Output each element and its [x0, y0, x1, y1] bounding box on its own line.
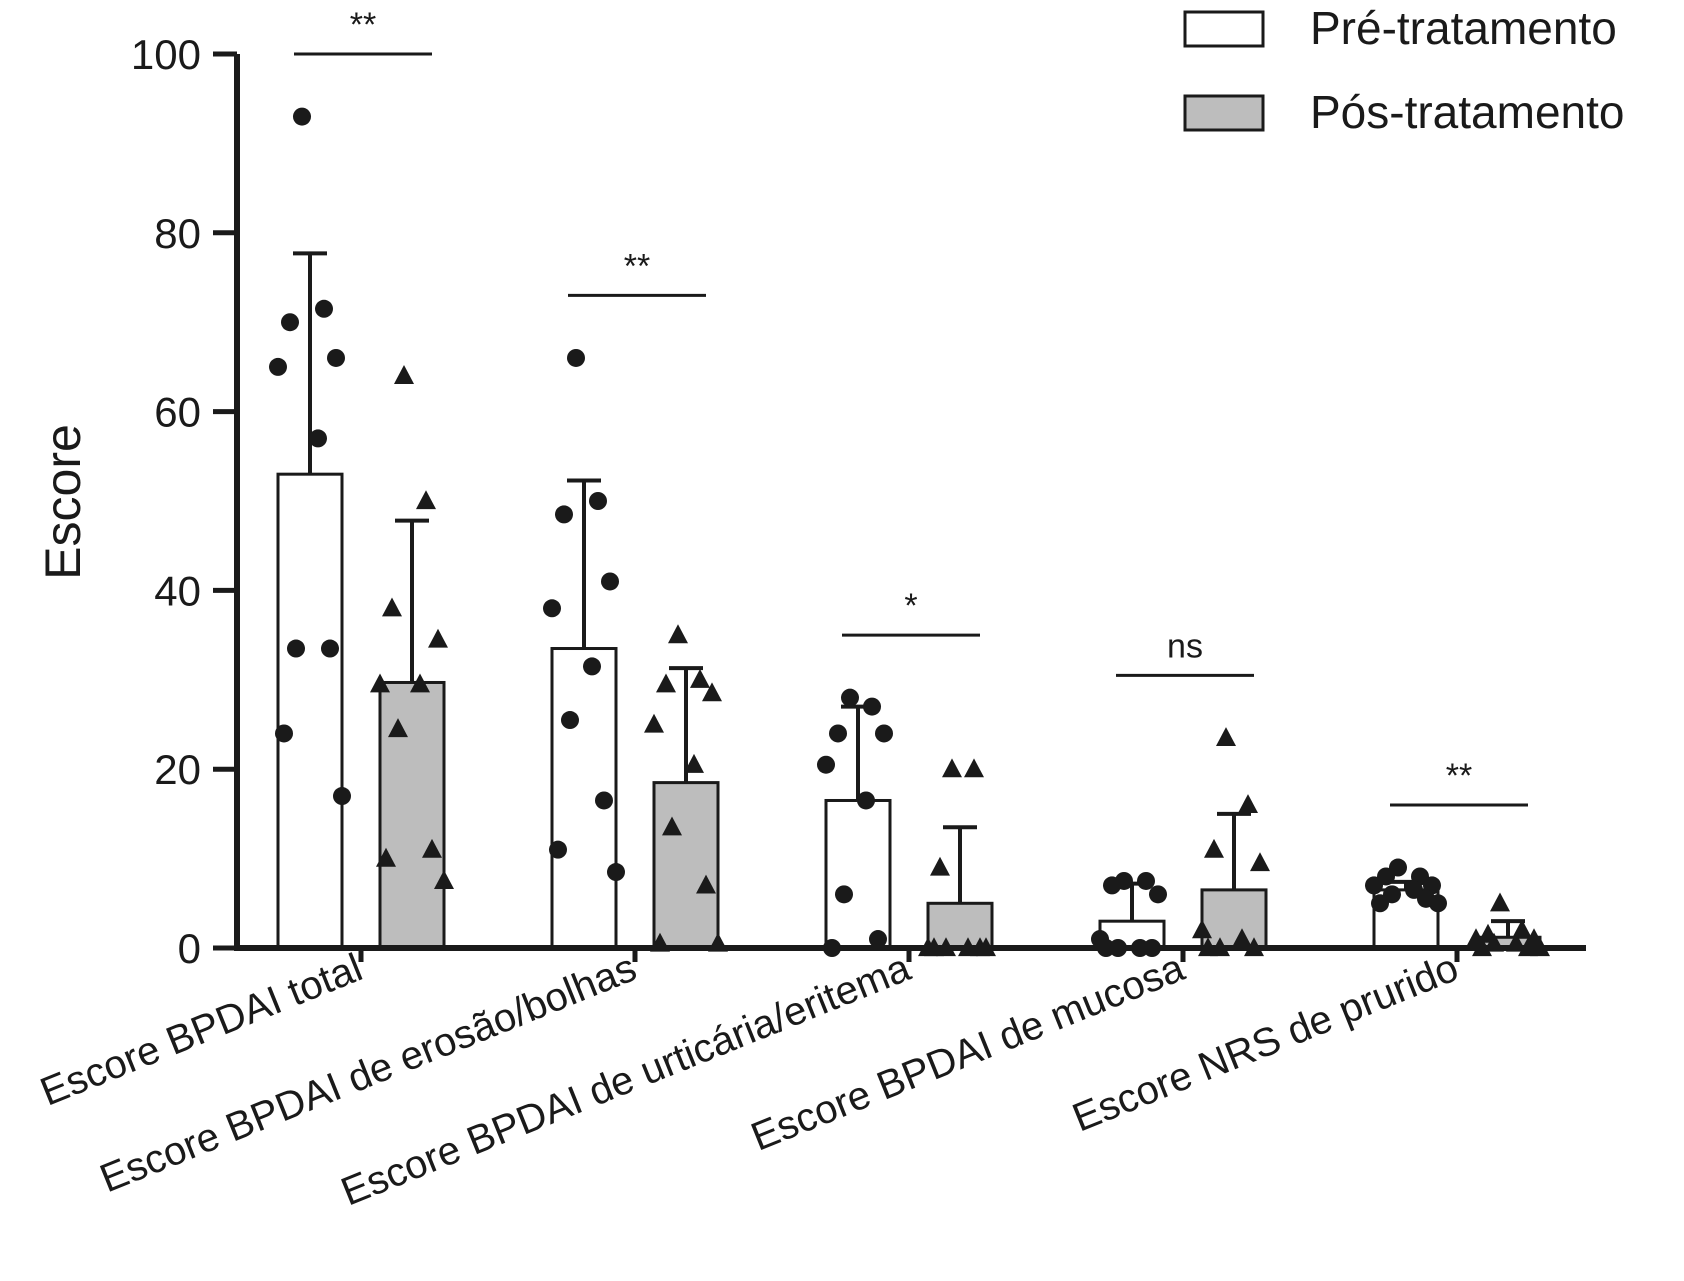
data-point — [370, 673, 390, 693]
significance-markers: *****ns** — [294, 6, 1528, 807]
legend-label: Pós-tratamento — [1310, 86, 1624, 138]
data-points — [269, 107, 1550, 957]
data-point — [287, 639, 305, 658]
data-point — [1512, 919, 1532, 939]
data-point — [567, 348, 585, 367]
significance-label: * — [904, 587, 917, 625]
data-point — [964, 758, 984, 778]
data-point — [942, 758, 962, 778]
data-point — [875, 724, 893, 743]
data-point — [293, 107, 311, 126]
data-point — [428, 628, 448, 648]
data-point — [1216, 727, 1236, 747]
data-point — [281, 313, 299, 332]
data-point — [841, 688, 859, 707]
y-tick-label: 80 — [154, 210, 201, 257]
data-point — [388, 718, 408, 738]
legend-swatch — [1183, 94, 1265, 132]
bar — [276, 472, 344, 950]
data-point — [595, 791, 613, 810]
data-point — [835, 885, 853, 904]
data-point — [817, 755, 835, 774]
data-point — [315, 299, 333, 318]
data-point — [549, 840, 567, 859]
data-point — [1137, 871, 1155, 890]
y-tick-label: 60 — [154, 389, 201, 436]
data-point — [583, 657, 601, 676]
data-point — [376, 847, 396, 867]
data-point — [327, 348, 345, 367]
data-point — [416, 490, 436, 510]
significance-label: ** — [624, 247, 650, 285]
data-point — [561, 711, 579, 730]
data-point — [930, 856, 950, 876]
y-axis-title: Escore — [35, 424, 91, 580]
data-point — [1238, 794, 1258, 814]
data-point — [1204, 838, 1224, 858]
legend-swatch — [1183, 10, 1265, 48]
data-point — [1232, 928, 1252, 948]
data-point — [1149, 885, 1167, 904]
bar — [926, 901, 994, 950]
data-point — [696, 874, 716, 894]
significance-label: ns — [1167, 627, 1203, 665]
data-point — [863, 697, 881, 716]
data-point — [702, 682, 722, 702]
data-point — [607, 863, 625, 882]
bar — [1200, 888, 1268, 950]
data-point — [656, 673, 676, 693]
data-point — [309, 429, 327, 448]
data-point — [1371, 894, 1389, 913]
data-point — [1423, 876, 1441, 895]
data-point — [410, 673, 430, 693]
data-point — [434, 870, 454, 890]
data-point — [1250, 852, 1270, 872]
y-tick-label: 100 — [131, 31, 201, 78]
data-point — [589, 492, 607, 510]
data-point — [690, 669, 710, 688]
significance-label: ** — [350, 6, 376, 44]
data-point — [1490, 892, 1510, 912]
data-point — [1192, 919, 1212, 939]
y-tick-label: 20 — [154, 746, 201, 793]
data-point — [394, 365, 414, 384]
bar — [652, 781, 720, 950]
data-point — [601, 572, 619, 591]
data-point — [422, 838, 442, 858]
data-point — [333, 787, 351, 806]
data-point — [1429, 894, 1447, 913]
bar — [378, 680, 446, 950]
data-point — [1103, 876, 1121, 895]
data-point — [543, 599, 561, 618]
data-point — [321, 639, 339, 658]
data-point — [857, 791, 875, 810]
legend-label: Pré-tratamento — [1310, 2, 1617, 54]
data-point — [555, 505, 573, 524]
data-point — [869, 930, 887, 949]
data-point — [668, 624, 688, 644]
bar — [824, 798, 892, 950]
data-point — [1365, 876, 1383, 895]
data-point — [684, 753, 704, 773]
data-point — [662, 816, 682, 836]
y-tick-label: 0 — [178, 925, 201, 972]
data-point — [382, 597, 402, 617]
data-point — [275, 724, 293, 743]
significance-label: ** — [1446, 757, 1472, 795]
data-point — [644, 713, 664, 733]
bar — [550, 647, 618, 950]
x-tick-label: Escore BPDAI de mucosa — [745, 945, 1191, 1159]
data-point — [829, 724, 847, 743]
data-point — [269, 357, 287, 376]
y-tick-label: 40 — [154, 567, 201, 614]
legend: Pré-tratamento Pós-tratamento — [1183, 2, 1624, 138]
